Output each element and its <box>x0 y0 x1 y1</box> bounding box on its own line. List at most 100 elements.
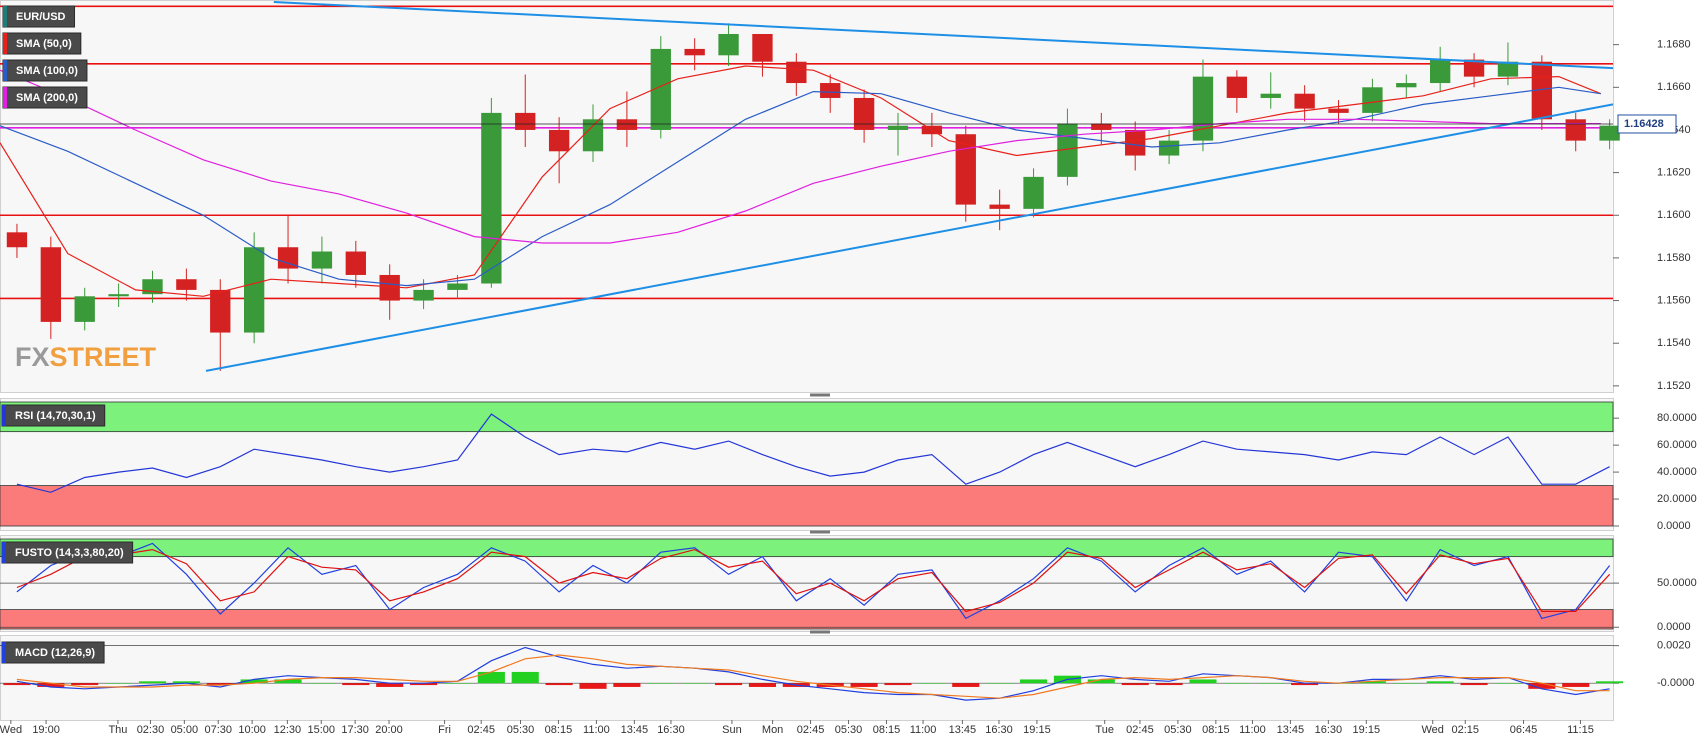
x-tick-label: 17:30 <box>341 724 369 736</box>
histogram-bar <box>952 683 980 687</box>
series-line <box>0 65 1602 297</box>
candle-body <box>413 289 434 301</box>
histogram-bar <box>1596 681 1624 684</box>
x-tick-label: 13:45 <box>949 724 977 736</box>
last-price-box <box>1617 114 1677 134</box>
panel-background <box>0 635 1614 721</box>
histogram-bar <box>884 683 912 686</box>
candle-body <box>277 247 299 269</box>
candle-body <box>650 48 671 130</box>
candle-body <box>176 279 197 290</box>
candle-body <box>379 274 400 301</box>
legend-label: RSI (14,70,30,1) <box>15 410 96 422</box>
legend-swatch <box>3 33 7 54</box>
candle-body <box>582 119 604 152</box>
histogram-bar <box>748 683 777 687</box>
series-line <box>16 654 1610 699</box>
histogram-bar <box>579 683 607 689</box>
histogram-bar <box>274 679 302 684</box>
histogram-bar <box>206 683 234 686</box>
histogram-bar <box>681 683 709 684</box>
histogram-bar <box>1087 679 1115 684</box>
x-tick-label: 19:00 <box>32 724 60 736</box>
histogram-bar <box>342 683 370 686</box>
series-line <box>16 542 1611 620</box>
histogram-bar <box>715 683 743 686</box>
x-tick-label: 20:00 <box>375 724 403 736</box>
x-tick-label: 02:45 <box>467 724 495 736</box>
legend-swatch <box>3 6 7 27</box>
histogram-bar <box>443 683 472 684</box>
candle-body <box>108 294 129 297</box>
x-tick-label: Sun <box>722 724 742 736</box>
candle-body <box>786 61 807 84</box>
candle-body <box>616 119 638 130</box>
y-tick-label: 1.1520 <box>1657 380 1691 392</box>
candle-body <box>74 296 95 322</box>
candle-body <box>1362 87 1383 113</box>
candle-body <box>1226 76 1248 98</box>
legend-label: FUSTO (14,3,3,80,20) <box>15 547 124 559</box>
histogram-bar <box>1528 683 1556 689</box>
legend-label: MACD (12,26,9) <box>15 647 95 659</box>
histogram-bar <box>410 683 438 686</box>
candle-body <box>1158 140 1180 156</box>
y-tick-label: -0.0000 <box>1657 677 1694 689</box>
histogram-bar <box>1155 683 1183 686</box>
y-tick-label: 50.0000 <box>1657 577 1697 589</box>
histogram-bar <box>477 671 505 684</box>
candle-body <box>243 247 265 333</box>
histogram-bar <box>986 683 1014 684</box>
candle-body <box>1599 125 1620 141</box>
legend-label: SMA (200,0) <box>16 92 78 104</box>
candle-body <box>718 33 739 56</box>
histogram-bar <box>71 683 99 686</box>
x-tick-label: Mon <box>762 724 783 736</box>
candle-body <box>752 33 773 62</box>
histogram-bar <box>1257 683 1285 684</box>
x-tick-label: 16:30 <box>657 724 685 736</box>
x-tick-label: Wed <box>0 724 22 736</box>
x-tick-label: Thu <box>108 724 127 736</box>
x-tick-label: 16:30 <box>1315 724 1343 736</box>
x-tick-label: 06:45 <box>1510 724 1538 736</box>
histogram-bar <box>240 679 268 684</box>
x-tick-label: 16:30 <box>985 724 1013 736</box>
histogram-bar <box>1189 679 1217 684</box>
histogram-bar <box>308 683 336 684</box>
band <box>0 609 1614 630</box>
legend-swatch <box>2 405 6 426</box>
x-tick-label: 05:00 <box>171 724 199 736</box>
histogram-bar <box>37 683 65 687</box>
histogram-bar <box>511 671 539 684</box>
x-tick-label: 11:00 <box>583 724 610 736</box>
candle-body <box>820 83 841 98</box>
candle-body <box>40 247 61 322</box>
candle-body <box>887 125 909 130</box>
y-tick-label: 20.0000 <box>1657 493 1697 505</box>
candle-body <box>345 251 366 275</box>
y-tick-label: 1.1560 <box>1657 294 1691 306</box>
histogram-bar <box>647 683 675 684</box>
candle-body <box>447 283 468 290</box>
histogram-bar <box>3 683 31 686</box>
y-tick-label: 1.1620 <box>1657 167 1691 179</box>
legend-swatch <box>2 542 6 563</box>
legend-label: EUR/USD <box>16 11 66 23</box>
histogram-bar <box>545 683 573 686</box>
band <box>0 485 1614 527</box>
y-tick-label: 1.1660 <box>1657 81 1691 93</box>
histogram-bar <box>1562 683 1590 687</box>
candle-body <box>481 112 502 284</box>
x-tick-label: 02:45 <box>1126 724 1154 736</box>
candle-body <box>548 129 570 152</box>
candle-body <box>1260 93 1281 98</box>
x-tick-label: Wed <box>1422 724 1444 736</box>
candle-body <box>1497 61 1519 77</box>
panel-background <box>0 0 1614 393</box>
legend-label: SMA (50,0) <box>16 38 72 50</box>
histogram-bar <box>613 683 641 687</box>
x-tick-label: 11:15 <box>1567 724 1594 736</box>
histogram-bar <box>1121 683 1149 686</box>
